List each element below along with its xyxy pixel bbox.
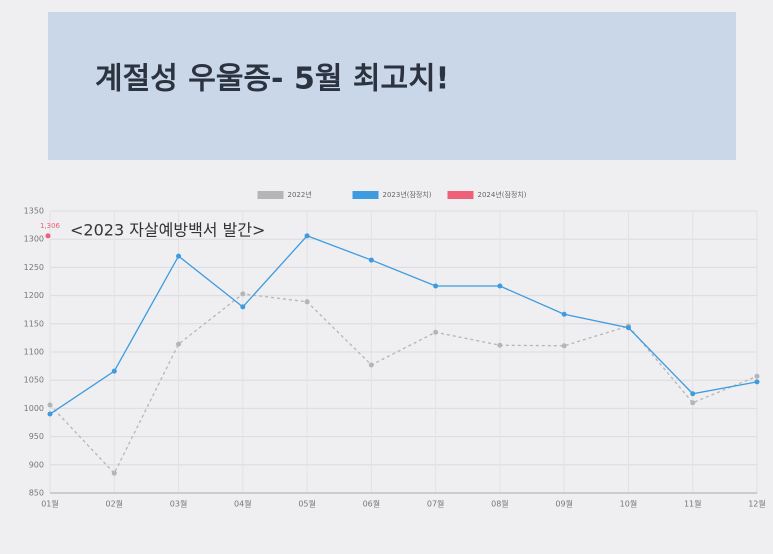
x-tick-label: 08월 [491,499,509,509]
data-point [625,325,631,331]
x-tick-label: 07월 [427,499,445,509]
data-point [433,329,439,335]
data-label: 1,306 [40,222,61,230]
data-point [497,342,503,348]
legend-swatch [352,191,379,199]
x-tick-label: 04월 [234,499,252,509]
x-tick-label: 03월 [170,499,188,509]
data-point [240,304,246,310]
legend-swatch [257,191,284,199]
data-point [754,379,760,385]
y-tick-label: 1350 [24,207,44,216]
data-point [433,283,439,289]
title-banner [48,12,736,160]
x-tick-label: 06월 [363,499,381,509]
series-line [49,293,758,475]
data-point [368,257,374,263]
data-point [754,373,760,379]
chart-title: 계절성 우울증- 5월 최고치! [95,62,449,97]
annotation: <2023 자살예방백서 발간> [70,221,265,240]
data-point [176,253,182,259]
data-point [111,470,117,476]
x-tick-label: 02월 [105,499,123,509]
y-tick-label: 1100 [24,348,44,357]
x-tick-label: 12월 [748,499,766,509]
data-point [304,233,310,239]
x-tick-label: 05월 [298,499,316,509]
y-tick-label: 850 [29,489,44,498]
data-point [176,341,182,347]
data-point [690,391,696,397]
x-tick-label: 10월 [620,499,638,509]
legend-label: 2022년 [288,190,312,199]
data-point [304,299,310,305]
data-point [497,283,503,289]
data-point [47,402,53,408]
data-point [561,311,567,317]
data-point [45,233,51,239]
legend-label: 2024년(잠정치) [478,190,527,199]
data-point [47,411,53,417]
data-point [368,362,374,368]
x-tick-label: 11월 [684,499,702,509]
y-tick-label: 1300 [24,235,44,244]
series-line [49,235,758,415]
data-point [561,343,567,349]
x-tick-label: 09월 [555,499,573,509]
data-point [111,368,117,374]
x-tick-label: 01월 [41,499,59,509]
y-tick-label: 1000 [24,404,44,413]
data-point [690,400,696,406]
data-point [240,291,246,297]
y-tick-label: 1200 [24,291,44,300]
y-tick-label: 1150 [24,319,44,328]
y-tick-label: 950 [29,432,44,441]
y-tick-label: 1250 [24,263,44,272]
legend-swatch [447,191,474,199]
y-tick-label: 900 [29,460,44,469]
legend-label: 2023년(잠정치) [383,190,432,199]
y-tick-label: 1050 [24,376,44,385]
